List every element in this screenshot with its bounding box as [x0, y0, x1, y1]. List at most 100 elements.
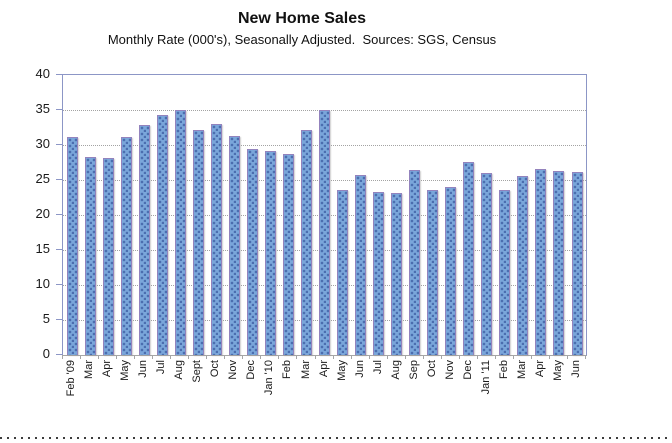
y-axis-tick [56, 144, 63, 145]
x-tick-label: Nov [443, 360, 456, 380]
x-axis-tick [567, 355, 568, 359]
x-tick-label: Jan '10 [263, 360, 276, 396]
y-axis-tick [56, 214, 63, 215]
bar [102, 158, 114, 355]
bar [246, 149, 258, 355]
x-tick-label: May [335, 360, 348, 381]
x-axis-tick [494, 355, 496, 359]
x-axis-tick [314, 355, 316, 359]
bar [409, 170, 421, 355]
x-axis-tick [530, 355, 532, 359]
x-axis-tick [350, 355, 352, 359]
bar [319, 110, 330, 355]
y-axis-tick [56, 319, 63, 320]
x-axis-tick [260, 355, 262, 359]
y-tick-label: 35 [35, 101, 50, 116]
bar [463, 162, 475, 355]
x-tick-label: Jul [155, 360, 168, 375]
x-axis-tick [62, 355, 63, 359]
x-axis-tick [188, 355, 190, 359]
y-tick-label: 15 [35, 241, 50, 256]
x-tick-label: Aug [389, 360, 402, 380]
chart-header: New Home Sales Monthly Rate (000's), Sea… [0, 10, 604, 47]
y-tick-label: 0 [42, 346, 50, 361]
x-axis-tick [458, 355, 460, 359]
bar [355, 175, 367, 355]
bar [282, 154, 294, 355]
x-axis-tick [80, 355, 81, 359]
y-tick-label: 25 [35, 171, 50, 186]
x-tick-label: Feb [497, 360, 510, 379]
x-axis-tick [152, 355, 154, 359]
x-tick-label: Apr [101, 360, 114, 378]
x-axis-tick [242, 355, 244, 359]
x-axis-tick [134, 355, 136, 359]
y-tick-label: 5 [42, 311, 50, 326]
bar [120, 137, 132, 355]
x-tick-label: Jul [371, 360, 384, 375]
bar [481, 173, 493, 355]
y-axis-tick [56, 354, 63, 355]
x-tick-label: Oct [425, 360, 438, 378]
bar [66, 137, 78, 355]
y-axis-tick [56, 109, 63, 110]
x-tick-label: Mar [515, 360, 528, 379]
y-axis-tick [56, 249, 63, 250]
bar [301, 130, 312, 355]
page-bottom-dotted-border [0, 437, 672, 439]
x-tick-label: May [551, 360, 564, 381]
plot-area [62, 74, 587, 356]
chart-title: New Home Sales [237, 10, 367, 27]
x-axis-tick [296, 355, 298, 359]
x-axis-tick [332, 355, 334, 359]
x-axis-tick [206, 355, 208, 359]
bar [174, 110, 186, 355]
bar [499, 190, 511, 355]
bar [517, 176, 529, 355]
x-tick-label: Dec [245, 360, 258, 380]
x-axis-tick [278, 355, 280, 359]
x-axis-tick [404, 355, 406, 359]
x-tick-label: Mar [83, 360, 96, 379]
bar [571, 172, 583, 355]
bar [553, 171, 565, 355]
x-axis-tick [116, 355, 118, 359]
x-tick-label: Aug [173, 360, 186, 380]
x-axis-tick [512, 355, 514, 359]
y-axis-tick [56, 284, 63, 285]
x-axis-tick [98, 355, 100, 359]
x-tick-label: Jun [137, 360, 150, 378]
bar [138, 125, 150, 355]
x-tick-label: Apr [317, 360, 330, 378]
x-axis-tick [585, 355, 586, 359]
bar [228, 136, 240, 355]
x-tick-label: May [119, 360, 132, 381]
x-axis-tick [548, 355, 550, 359]
x-tick-label: Mar [299, 360, 312, 379]
x-tick-label: Feb '09 [65, 360, 77, 397]
x-axis-tick [224, 355, 226, 359]
x-tick-label: Jun [570, 360, 582, 378]
x-axis-tick [476, 355, 478, 359]
x-axis-tick [170, 355, 172, 359]
x-tick-label: Sep [407, 360, 420, 380]
bar [427, 190, 439, 355]
bar [264, 151, 276, 355]
x-tick-label: Oct [209, 360, 222, 378]
bar [210, 124, 222, 355]
bar [391, 193, 403, 355]
x-axis-tick [368, 355, 370, 359]
bar [192, 130, 204, 355]
y-axis-tick [56, 74, 63, 75]
y-tick-label: 30 [35, 136, 50, 151]
bar [84, 157, 96, 355]
bar [373, 192, 385, 355]
x-axis-tick [386, 355, 388, 359]
bar [337, 190, 348, 355]
y-axis-tick [56, 179, 63, 180]
x-tick-label: Apr [533, 360, 546, 378]
x-axis-tick [440, 355, 442, 359]
chart-subtitle: Monthly Rate (000's), Seasonally Adjuste… [107, 32, 497, 47]
x-axis-tick [422, 355, 424, 359]
y-tick-label: 40 [35, 66, 50, 81]
